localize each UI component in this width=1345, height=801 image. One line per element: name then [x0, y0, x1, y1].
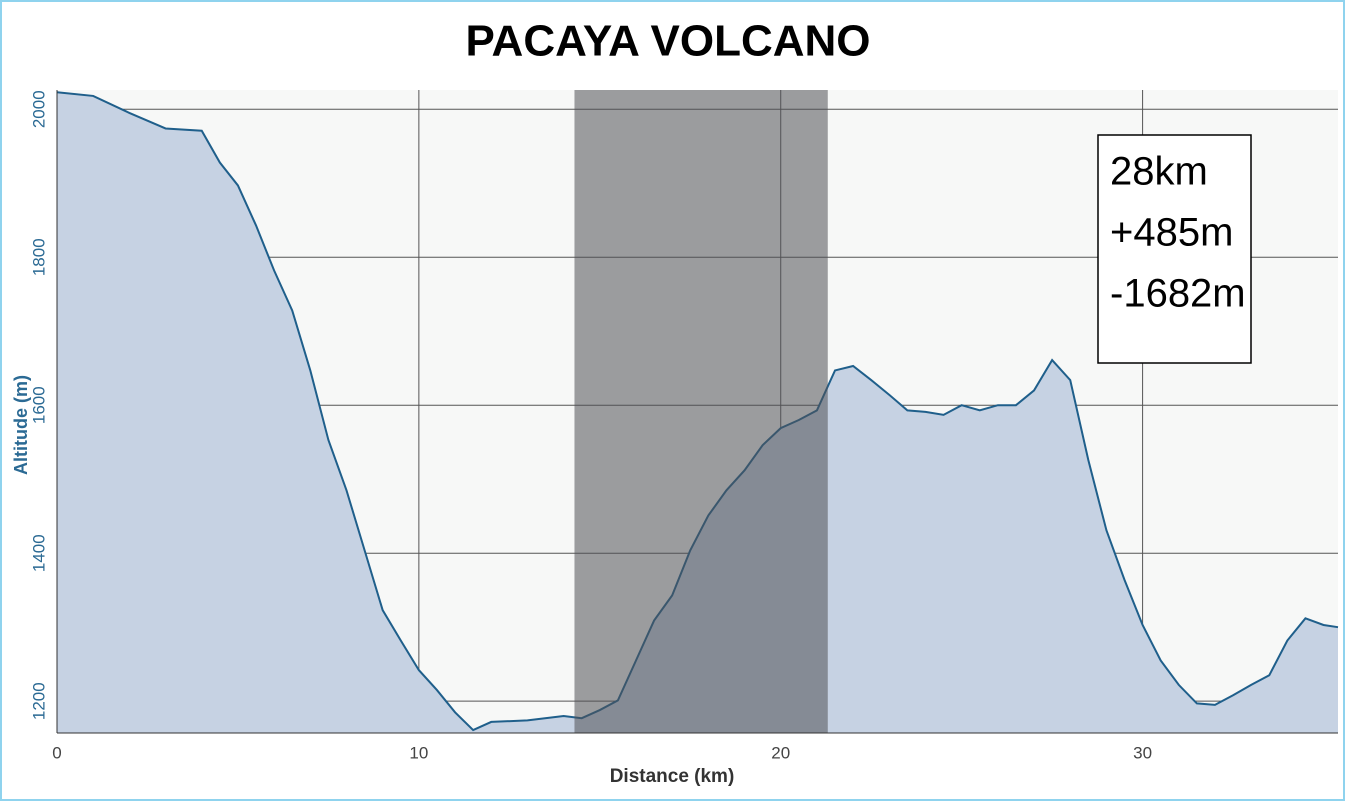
y-tick-label: 1200 — [29, 682, 48, 720]
area-fill — [57, 92, 1338, 734]
annotation-line: +485m — [1110, 211, 1233, 255]
x-tick-label: 0 — [52, 743, 61, 762]
x-tick-label: 20 — [771, 743, 790, 762]
x-tick-label: 30 — [1133, 743, 1152, 762]
annotation: 28km +485m -1682m — [1097, 134, 1252, 364]
x-axis-title: Distance (km) — [610, 766, 735, 787]
y-tick-label: 2000 — [29, 90, 48, 128]
annotation-line: -1682m — [1110, 272, 1246, 316]
x-tick-label: 10 — [409, 743, 428, 762]
y-tick-label: 1800 — [29, 238, 48, 276]
annotation-line: 28km — [1110, 150, 1208, 194]
y-axis-title: Altitude (m) — [11, 375, 31, 475]
y-tick-label: 1400 — [29, 534, 48, 572]
axes: 1200 1400 1600 1800 2000 0 10 20 30 — [29, 90, 1152, 762]
shaded-range — [574, 90, 828, 733]
chart-title: PACAYA VOLCANO — [465, 17, 870, 66]
annotation-box — [1097, 134, 1252, 364]
plot — [56, 90, 1339, 734]
y-tick-label: 1600 — [29, 386, 48, 424]
